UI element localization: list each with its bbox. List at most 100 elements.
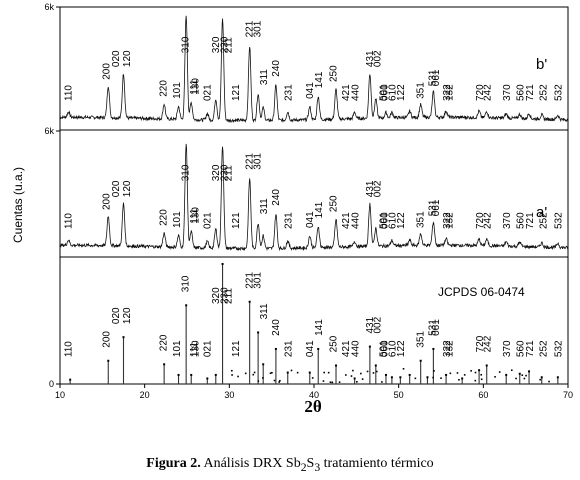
hkl-label: 322 [442,84,453,101]
hkl-label: 061 [431,199,442,216]
stick-marker [505,373,508,376]
hkl-label: 421 [341,84,352,101]
stick-marker [206,377,209,380]
residual-point [474,371,477,374]
caption-rest: tratamiento térmico [320,456,434,471]
hkl-label: 531 [428,319,439,336]
hkl-label: 440 [351,84,362,101]
hkl-label: 122 [396,84,407,101]
stick-marker [335,364,338,367]
hkl-label: 501 [378,84,389,101]
hkl-label: 101 [172,340,183,357]
hkl-label: 311 [259,69,270,85]
residual-point [440,377,442,379]
hkl-label: 121 [231,340,242,357]
hkl-label: 120 [122,50,133,67]
hkl-label: 610 [388,340,399,357]
stick-marker [163,363,166,366]
hkl-label: 231 [284,212,295,229]
hkl-label: 230 [219,287,230,304]
residual-point [458,379,460,381]
stick-marker [122,336,125,339]
hkl-label: 200 [102,63,113,80]
hkl-label: 721 [525,340,536,357]
hkl-label: 322 [442,340,453,357]
hkl-label: 240 [271,189,282,206]
hkl-label: 301 [252,153,263,170]
stick-marker [461,377,464,380]
x-tick-label: 30 [224,390,234,400]
figure-caption: Figura 2. Análisis DRX Sb2S3 tratamiento… [0,456,580,474]
hkl-label: 351 [416,82,427,99]
hkl-label: 370 [502,340,513,357]
hkl-label: 532 [554,340,565,357]
residual-point [311,377,314,379]
hkl-label: 532 [554,212,565,229]
residual-point [432,376,434,379]
stick-marker [353,377,356,380]
hkl-label: 301 [252,20,263,37]
caption-sub-2: 3 [314,460,321,474]
hkl-label: 220 [158,209,169,226]
hkl-label: 061 [431,69,442,86]
residual-point [366,370,369,373]
residual-point [262,377,264,379]
hkl-label: 101 [172,82,183,99]
caption-label: Figura 2. [146,456,201,471]
residual-point [470,370,472,372]
hkl-label: 120 [122,307,133,324]
residual-point [271,371,273,374]
hkl-label: 322 [442,212,453,229]
hkl-label: 501 [378,212,389,229]
hkl-label: 320 [211,164,222,181]
residual-point [253,371,256,374]
hkl-label: 720 [475,335,486,352]
hkl-label: 141 [314,319,325,336]
panel-label-jcpds: JCPDS 06-0474 [438,285,525,299]
residual-point [323,371,326,374]
stick-marker [221,263,224,265]
stick-marker [426,376,429,379]
hkl-label: 021 [202,212,213,229]
hkl-label: 721 [525,212,536,229]
hkl-label: 252 [538,340,549,357]
hkl-label: 370 [502,212,513,229]
x-tick-label: 50 [394,390,404,400]
caption-mid: S [306,456,315,471]
hkl-label: 311 [259,198,270,214]
hkl-label: 060 [379,84,390,101]
hkl-label: 351 [416,331,427,348]
hkl-label: 310 [180,36,191,53]
residual-point [381,381,383,383]
hkl-label: 132 [445,212,456,229]
hkl-label: 060 [379,340,390,357]
hkl-label: 250 [329,195,340,212]
stick-marker [384,373,387,376]
hkl-label: 431 [365,50,376,67]
hkl-label: 242 [483,84,494,101]
hkl-label: 532 [554,84,565,101]
residual-point [231,369,233,372]
hkl-label: 242 [483,212,494,229]
stick-marker [518,372,521,375]
series-b-prime [59,15,569,124]
hkl-label: 130 [191,78,202,95]
x-tick-label: 10 [55,390,65,400]
residual-point [252,373,255,376]
hkl-label: 421 [341,340,352,357]
pattern-line [59,143,569,252]
hkl-label: 252 [538,212,549,229]
hkl-label: 060 [379,212,390,229]
stick-marker [432,347,435,350]
hkl-label: 531 [428,69,439,86]
y-axis-label: Cuentas (u.a.) [11,167,25,243]
stick-marker [286,371,289,374]
hkl-label: 310 [180,275,191,292]
stick-marker [374,364,377,367]
residual-point [345,374,347,376]
stick-marker [107,359,110,362]
hkl-label: 230 [219,164,230,181]
y-tick-label: 0 [49,379,54,389]
x-tick-label: 40 [309,390,319,400]
